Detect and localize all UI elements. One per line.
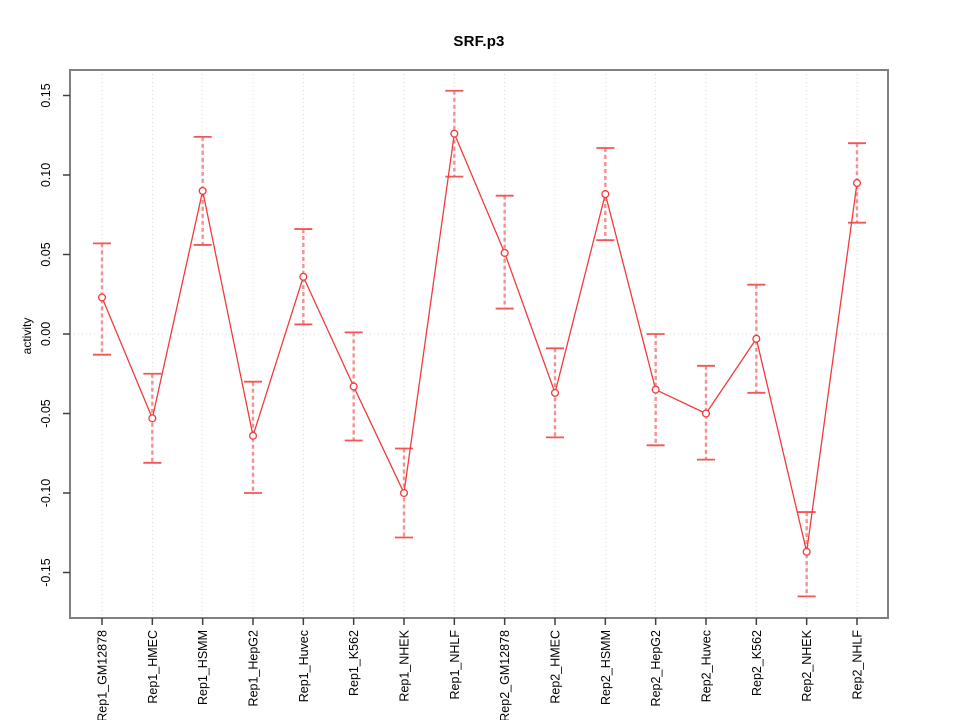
axes [63, 69, 889, 625]
data-point-marker [752, 334, 761, 343]
x-tick-label: Rep1_HepG2 [247, 630, 261, 706]
y-tick-label: 0.00 [39, 322, 53, 346]
y-tick-label: 0.10 [39, 163, 53, 187]
x-tick-label: Rep2_K562 [750, 630, 764, 696]
x-tick-label: Rep1_HMEC [146, 630, 160, 704]
data-point-marker [601, 190, 610, 199]
x-tick-label: Rep2_NHLF [851, 630, 865, 700]
error-bars [93, 89, 866, 598]
x-tick-label: Rep1_NHLF [448, 630, 462, 700]
x-tick-label: Rep2_HepG2 [649, 630, 663, 706]
data-point-marker [450, 129, 459, 138]
y-tick-label: -0.05 [39, 399, 53, 428]
data-point-marker [198, 186, 207, 195]
plot-border [69, 69, 889, 619]
y-tick-label: -0.10 [39, 479, 53, 508]
x-tick-label: Rep2_NHEK [800, 629, 814, 701]
chart-title: SRF.p3 [453, 33, 505, 50]
series-polyline [101, 131, 858, 552]
data-point-marker [248, 431, 258, 440]
data-point-marker [701, 409, 711, 418]
x-tick-label: Rep2_GM12878 [498, 630, 512, 720]
y-tick-label: 0.05 [39, 242, 53, 266]
x-tick-labels: Rep1_GM12878 Rep1_HMEC Rep1_HSMM Rep1_HepG2… [96, 629, 865, 720]
x-tick-label: Rep2_HSMM [599, 630, 613, 705]
x-tick-label: Rep1_K562 [347, 630, 361, 696]
data-point-marker [500, 248, 509, 257]
data-point-marker [651, 385, 660, 394]
x-tick-label: Rep1_NHEK [398, 629, 412, 701]
data-point-marker [349, 382, 358, 391]
data-point-marker [299, 272, 308, 281]
data-point-marker [148, 414, 157, 423]
data-point-marker [399, 488, 409, 498]
data-point-marker [550, 388, 560, 397]
y-tick-label: -0.15 [39, 558, 53, 587]
x-tick-label: Rep2_HMEC [549, 630, 563, 704]
y-tick-labels: 0.15 0.10 0.05 0.00 -0.05 -0.10 -0.15 [39, 83, 53, 586]
x-tick-label: Rep2_Huvec [700, 630, 714, 702]
series-markers [97, 129, 862, 556]
x-tick-label: Rep1_HSMM [196, 630, 210, 705]
x-tick-label: Rep1_Huvec [297, 630, 311, 702]
x-tick-label: Rep1_GM12878 [96, 630, 110, 720]
series-line [101, 131, 858, 552]
data-point-marker [802, 547, 811, 556]
y-tick-label: 0.15 [39, 83, 53, 107]
data-point-marker [97, 293, 107, 302]
data-point-marker [852, 178, 862, 188]
gridlines [70, 70, 888, 618]
